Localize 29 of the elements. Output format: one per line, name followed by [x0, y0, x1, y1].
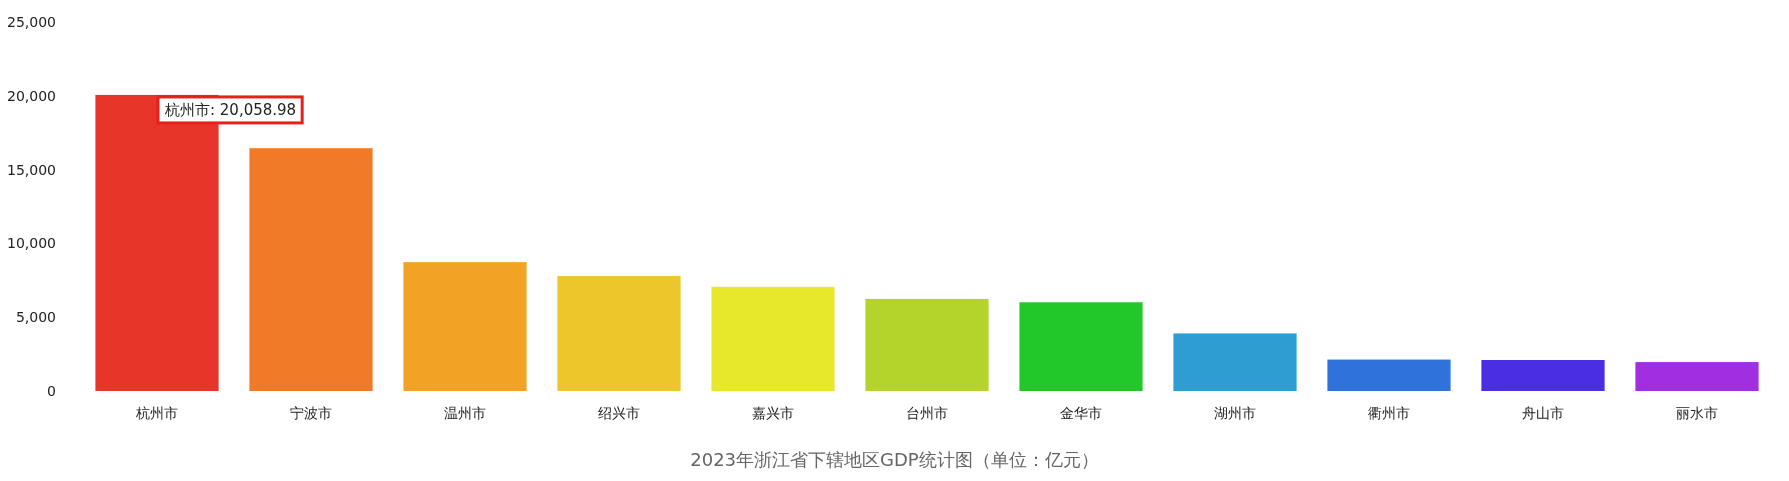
y-tick-label: 20,000 [7, 87, 56, 104]
bar [249, 148, 373, 391]
bar [865, 298, 989, 391]
bar [403, 262, 527, 391]
x-tick-label: 舟山市 [1522, 405, 1564, 421]
bar [1327, 359, 1451, 391]
y-tick-label: 15,000 [7, 161, 56, 178]
bar [1019, 302, 1143, 391]
y-tick-label: 0 [47, 383, 56, 399]
bar [1173, 333, 1297, 391]
x-tick-label: 衢州市 [1368, 405, 1410, 421]
y-tick-label: 10,000 [7, 235, 56, 252]
x-tick-label: 宁波市 [290, 405, 332, 421]
x-tick-label: 丽水市 [1676, 405, 1718, 421]
text: 2023年浙江省下辖地区GDP统计图（单位：亿元） [690, 449, 1099, 470]
x-tick-label: 台州市 [906, 405, 948, 421]
bar [1635, 362, 1759, 391]
x-tick-label: 杭州市 [135, 405, 178, 421]
bar [1481, 360, 1605, 391]
y-tick-label: 5,000 [15, 309, 56, 326]
x-tick-label: 金华市 [1060, 405, 1102, 421]
x-tick-label: 温州市 [444, 405, 486, 421]
y-tick-label: 25,000 [7, 14, 56, 30]
x-tick-label: 绍兴市 [598, 405, 640, 421]
x-tick-label: 湖州市 [1214, 405, 1256, 421]
bar [711, 286, 835, 391]
annotation: 杭州市: 20,058.98 [164, 100, 297, 119]
bar [557, 276, 681, 391]
x-tick-label: 嘉兴市 [752, 405, 794, 421]
